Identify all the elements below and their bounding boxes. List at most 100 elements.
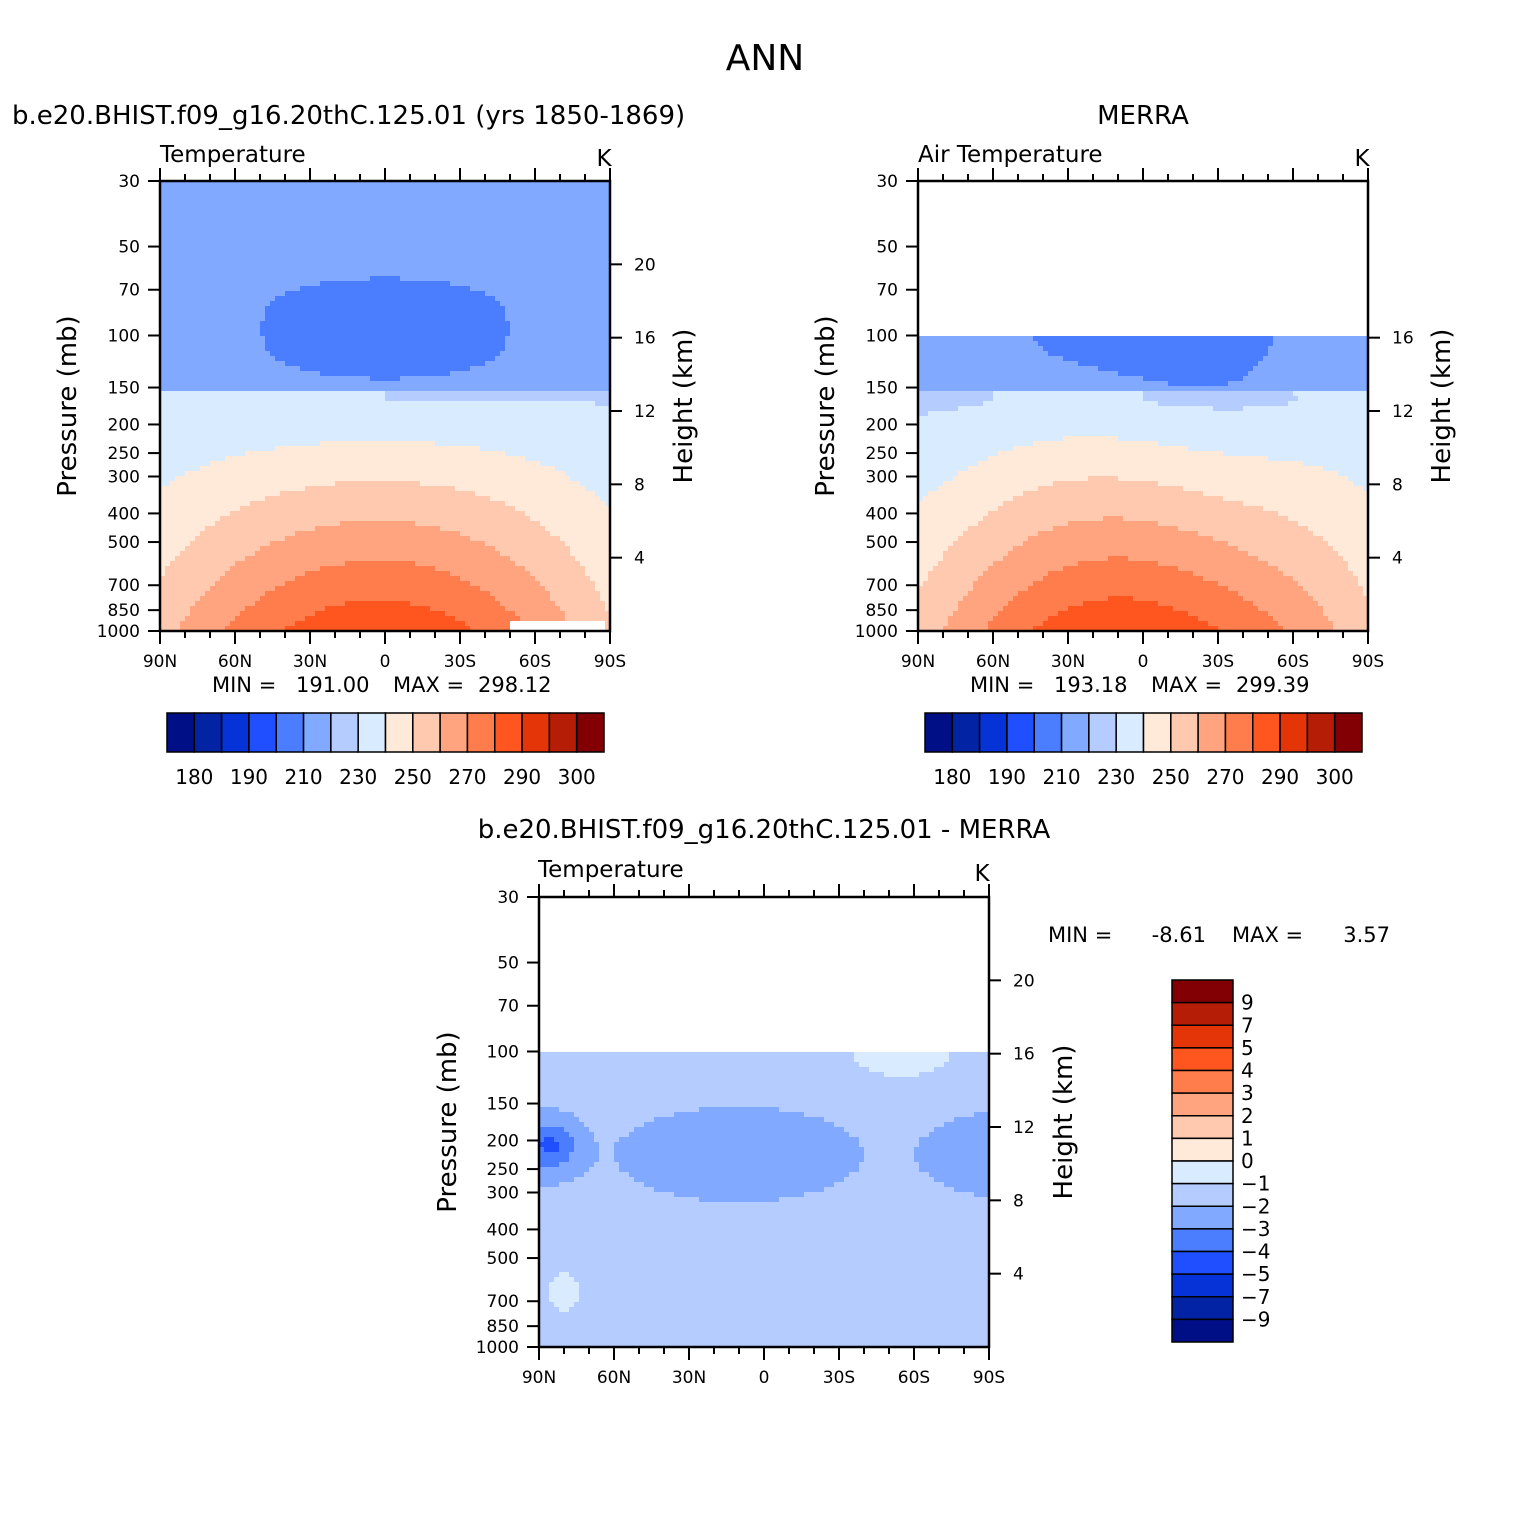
- contour-cell: [270, 201, 276, 207]
- contour-cell: [175, 356, 181, 362]
- contour-cell: [350, 196, 356, 202]
- contour-cell: [320, 531, 326, 537]
- contour-cell: [330, 606, 336, 612]
- contour-cell: [295, 226, 301, 232]
- contour-cell: [315, 481, 321, 487]
- contour-cell: [270, 556, 276, 562]
- contour-cell: [290, 331, 296, 337]
- contour-cell: [390, 326, 396, 332]
- contour-cell: [295, 316, 301, 322]
- contour-cell: [310, 451, 316, 457]
- contour-cell: [170, 181, 176, 187]
- contour-cell: [200, 411, 206, 417]
- contour-cell: [250, 536, 256, 542]
- contour-cell: [420, 216, 426, 222]
- contour-cell: [425, 481, 431, 487]
- contour-cell: [320, 351, 326, 357]
- contour-cell: [210, 191, 216, 197]
- contour-cell: [290, 551, 296, 557]
- contour-cell: [305, 526, 311, 532]
- contour-cell: [205, 621, 211, 627]
- contour-cell: [390, 606, 396, 612]
- contour-cell: [315, 516, 321, 522]
- contour-cell: [250, 356, 256, 362]
- contour-cell: [240, 501, 246, 507]
- contour-cell: [420, 381, 426, 387]
- contour-cell: [430, 601, 436, 607]
- contour-cell: [395, 586, 401, 592]
- contour-cell: [400, 561, 406, 567]
- contour-cell: [335, 266, 341, 272]
- contour-cell: [335, 596, 341, 602]
- contour-cell: [370, 461, 376, 467]
- contour-cell: [335, 366, 341, 372]
- contour-cell: [250, 291, 256, 297]
- contour-cell: [245, 281, 251, 287]
- contour-cell: [375, 261, 381, 267]
- contour-cell: [255, 196, 261, 202]
- contour-cell: [360, 286, 366, 292]
- contour-cell: [290, 546, 296, 552]
- contour-cell: [335, 531, 341, 537]
- contour-cell: [365, 376, 371, 382]
- contour-cell: [250, 476, 256, 482]
- contour-cell: [180, 211, 186, 217]
- contour-cell: [225, 516, 231, 522]
- contour-cell: [255, 191, 261, 197]
- contour-cell: [225, 626, 231, 632]
- contour-cell: [250, 281, 256, 287]
- contour-cell: [350, 376, 356, 382]
- contour-cell: [315, 371, 321, 377]
- contour-cell: [300, 261, 306, 267]
- contour-cell: [430, 201, 436, 207]
- contour-cell: [385, 561, 391, 567]
- contour-cell: [415, 471, 421, 477]
- contour-cell: [335, 246, 341, 252]
- contour-cell: [385, 476, 391, 482]
- contour-cell: [430, 291, 436, 297]
- contour-cell: [245, 181, 251, 187]
- contour-cell: [300, 326, 306, 332]
- contour-cell: [340, 211, 346, 217]
- contour-cell: [405, 546, 411, 552]
- contour-cell: [265, 556, 271, 562]
- contour-cell: [210, 436, 216, 442]
- contour-cell: [180, 301, 186, 307]
- contour-cell: [285, 521, 291, 527]
- contour-cell: [310, 211, 316, 217]
- contour-cell: [355, 371, 361, 377]
- contour-cell: [255, 396, 261, 402]
- contour-cell: [265, 311, 271, 317]
- contour-cell: [160, 416, 166, 422]
- contour-cell: [280, 526, 286, 532]
- contour-cell: [170, 226, 176, 232]
- contour-cell: [425, 406, 431, 412]
- contour-cell: [380, 356, 386, 362]
- contour-cell: [345, 496, 351, 502]
- contour-cell: [245, 251, 251, 257]
- contour-cell: [315, 571, 321, 577]
- contour-cell: [250, 206, 256, 212]
- contour-cell: [435, 226, 441, 232]
- contour-cell: [205, 381, 211, 387]
- contour-cell: [430, 306, 436, 312]
- contour-cell: [170, 261, 176, 267]
- contour-cell: [370, 511, 376, 517]
- contour-cell: [255, 256, 261, 262]
- contour-cell: [180, 436, 186, 442]
- contour-cell: [425, 196, 431, 202]
- contour-cell: [250, 186, 256, 192]
- contour-cell: [275, 621, 281, 627]
- contour-cell: [345, 291, 351, 297]
- contour-cell: [165, 611, 171, 617]
- contour-cell: [165, 266, 171, 272]
- contour-cell: [300, 426, 306, 432]
- contour-cell: [175, 441, 181, 447]
- contour-cell: [215, 456, 221, 462]
- contour-cell: [315, 196, 321, 202]
- contour-cell: [210, 231, 216, 237]
- contour-cell: [380, 426, 386, 432]
- contour-cell: [215, 471, 221, 477]
- contour-cell: [295, 356, 301, 362]
- contour-cell: [230, 361, 236, 367]
